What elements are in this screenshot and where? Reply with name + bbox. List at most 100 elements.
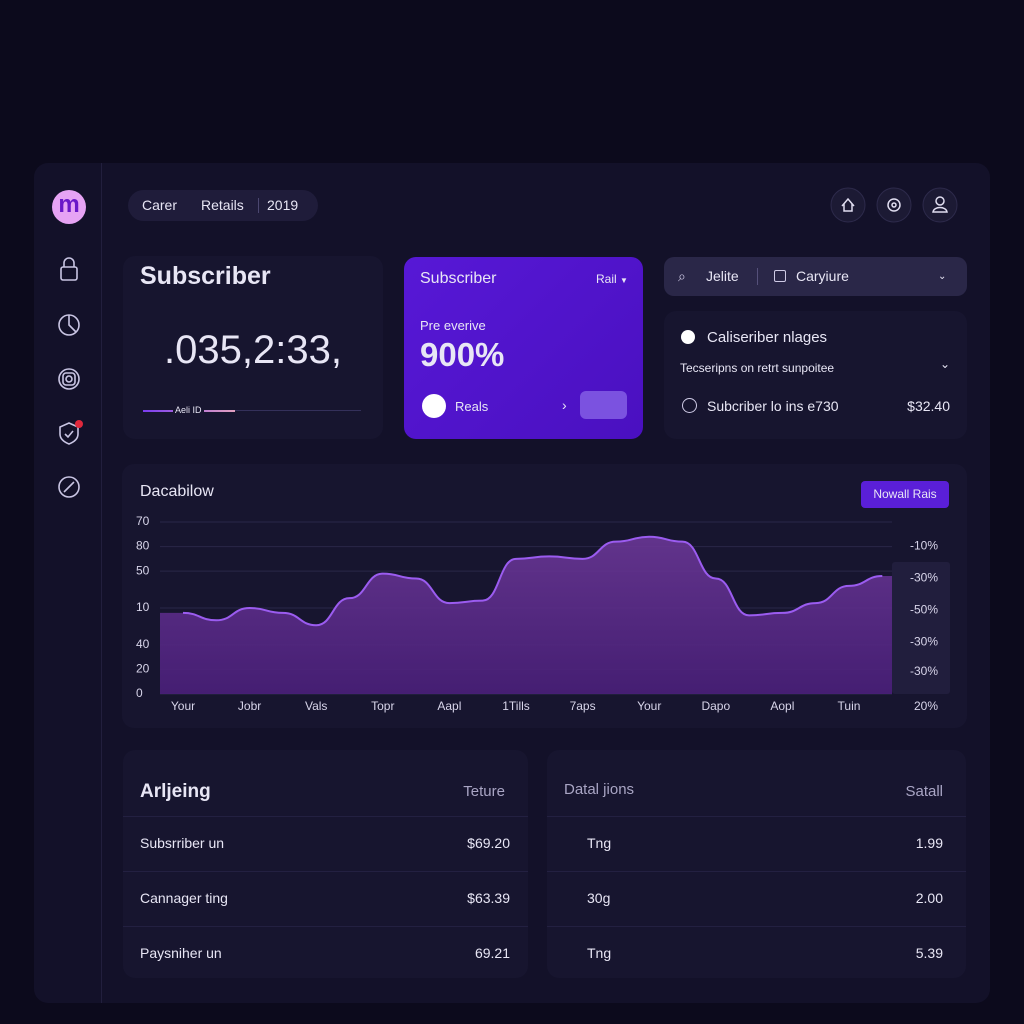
search-icon: ⌕ bbox=[678, 268, 686, 284]
stat-card: Subscriber .035,2:33, Aeli ID bbox=[123, 256, 383, 439]
table-card: Datal jions Satall Tng 1.99 30g 2.00 Tng 5.39 bbox=[547, 750, 966, 978]
clock-icon bbox=[682, 398, 697, 413]
row-divider bbox=[123, 926, 528, 927]
row-value: 2.00 bbox=[915, 890, 943, 906]
row-value: 1.99 bbox=[915, 835, 943, 851]
settings-button[interactable] bbox=[876, 187, 912, 223]
promo-value: 900% bbox=[420, 336, 505, 373]
card-menu[interactable]: Rail ▼ bbox=[596, 272, 628, 286]
y-tick-label: 50 bbox=[136, 563, 150, 577]
row-label[interactable]: Paysniher un bbox=[140, 945, 222, 961]
filter-right[interactable]: Caryiure bbox=[796, 268, 849, 284]
x-tick-label: Jobr bbox=[238, 699, 261, 713]
sidebar-divider bbox=[101, 163, 102, 1003]
promo-label: Pre everive bbox=[420, 318, 486, 333]
y-tick-label: 0 bbox=[136, 686, 143, 700]
header-actions bbox=[830, 187, 958, 223]
column-header: Satall bbox=[905, 783, 943, 800]
table-title: Arljeing bbox=[140, 781, 211, 802]
row-divider bbox=[123, 816, 528, 817]
stat-value: .035,2:33, bbox=[164, 328, 342, 372]
x-tick-label: 1Tills bbox=[502, 699, 530, 713]
y-tick-label: 70 bbox=[136, 514, 150, 528]
calendar-icon bbox=[774, 270, 786, 282]
chart-button[interactable]: Nowall Rais bbox=[861, 481, 949, 508]
chart-icon[interactable] bbox=[58, 314, 80, 336]
y-tick-label: 40 bbox=[136, 637, 150, 651]
x-tick-label: Topr bbox=[371, 699, 394, 713]
check-icon[interactable] bbox=[58, 476, 80, 498]
info-card: Caliseriber nlages Tecseripns on retrt s… bbox=[664, 311, 967, 439]
row-divider bbox=[547, 816, 966, 817]
filter-bar: ⌕ Jelite Caryiure ⌄ bbox=[664, 257, 967, 296]
y2-tick-label: -50% bbox=[910, 603, 938, 617]
slider-caption: Aeli ID bbox=[173, 405, 204, 415]
right-axis-panel bbox=[892, 562, 950, 694]
row-label[interactable]: Cannager ting bbox=[140, 890, 228, 906]
x-tick-label: Aapl bbox=[437, 699, 461, 713]
card-title: Subscriber bbox=[140, 262, 271, 290]
row-divider bbox=[123, 871, 528, 872]
row-label[interactable]: Tng bbox=[587, 945, 612, 961]
promo-action[interactable]: Reals bbox=[455, 399, 489, 414]
row-divider bbox=[547, 871, 966, 872]
y2-tick-label: -30% bbox=[910, 571, 938, 585]
row-value: $69.20 bbox=[467, 835, 510, 851]
row-value: $63.39 bbox=[467, 890, 510, 906]
chart-title: Dacabilow bbox=[140, 483, 214, 500]
logo[interactable]: m bbox=[52, 190, 86, 224]
promo-card: Subscriber Rail ▼ Pre everive 900% Reals… bbox=[404, 257, 643, 439]
column-header: Teture bbox=[463, 783, 505, 800]
breadcrumb: Carer Retails 2019 bbox=[128, 190, 318, 221]
camera-icon[interactable] bbox=[58, 368, 80, 390]
sidebar-icons bbox=[58, 257, 83, 498]
info-item: Subcriber lo ins e730 bbox=[707, 398, 839, 414]
x-tick-label: Dapo bbox=[701, 699, 730, 713]
y2-tick-label: -30% bbox=[910, 664, 938, 678]
filter-left[interactable]: Jelite bbox=[706, 268, 739, 284]
video-button[interactable] bbox=[580, 391, 627, 419]
x-tick-label: Vals bbox=[305, 699, 327, 713]
bullet-icon bbox=[681, 330, 695, 344]
row-label[interactable]: Subsrriber un bbox=[140, 835, 225, 851]
table-card: Arljeing Teture Subsrriber un $69.20 Cannage… bbox=[123, 750, 528, 978]
info-title: Caliseriber nlages bbox=[707, 329, 828, 346]
dropdown-icon[interactable]: ⌄ bbox=[940, 357, 951, 371]
home-button[interactable] bbox=[830, 187, 866, 223]
separator bbox=[258, 198, 259, 213]
dropdown-icon[interactable]: ⌄ bbox=[938, 271, 947, 282]
area-line bbox=[182, 535, 883, 627]
row-divider bbox=[547, 926, 966, 927]
y-tick-label: 20 bbox=[136, 662, 150, 676]
row-value: 5.39 bbox=[915, 945, 943, 961]
x-tick-label: Your bbox=[171, 699, 195, 713]
x-tick-label: 7aps bbox=[570, 699, 596, 713]
shield-icon[interactable] bbox=[59, 422, 79, 445]
breadcrumb-item[interactable]: Retails bbox=[201, 197, 244, 213]
x-tick-label: Aopl bbox=[770, 699, 794, 713]
row-value: 69.21 bbox=[474, 945, 510, 961]
x-end-label: 20% bbox=[914, 699, 938, 713]
notification-dot bbox=[75, 420, 83, 428]
info-amount: $32.40 bbox=[907, 398, 950, 414]
x-tick-label: Tuin bbox=[838, 699, 861, 713]
y2-tick-label: -30% bbox=[910, 635, 938, 649]
x-tick-label: Your bbox=[637, 699, 661, 713]
lock-icon[interactable] bbox=[60, 257, 78, 281]
row-label[interactable]: Tng bbox=[587, 835, 612, 851]
chevron-icon: › bbox=[562, 397, 567, 413]
row-label[interactable]: 30g bbox=[587, 890, 611, 906]
y2-tick-label: -10% bbox=[910, 539, 938, 553]
caret-icon: ▼ bbox=[620, 276, 628, 285]
y-tick-label: 80 bbox=[136, 539, 150, 553]
info-subtitle: Tecseripns on retrt sunpoitee bbox=[680, 361, 835, 375]
card-title: Subscriber bbox=[420, 270, 497, 287]
y-tick-label: 10 bbox=[136, 600, 150, 614]
slider-track bbox=[143, 410, 361, 411]
menu-label[interactable]: Rail bbox=[596, 272, 617, 286]
breadcrumb-item[interactable]: 2019 bbox=[267, 197, 299, 213]
table-title: Datal jions bbox=[564, 781, 635, 798]
breadcrumb-item[interactable]: Carer bbox=[142, 197, 178, 213]
phone-icon[interactable] bbox=[422, 394, 446, 418]
